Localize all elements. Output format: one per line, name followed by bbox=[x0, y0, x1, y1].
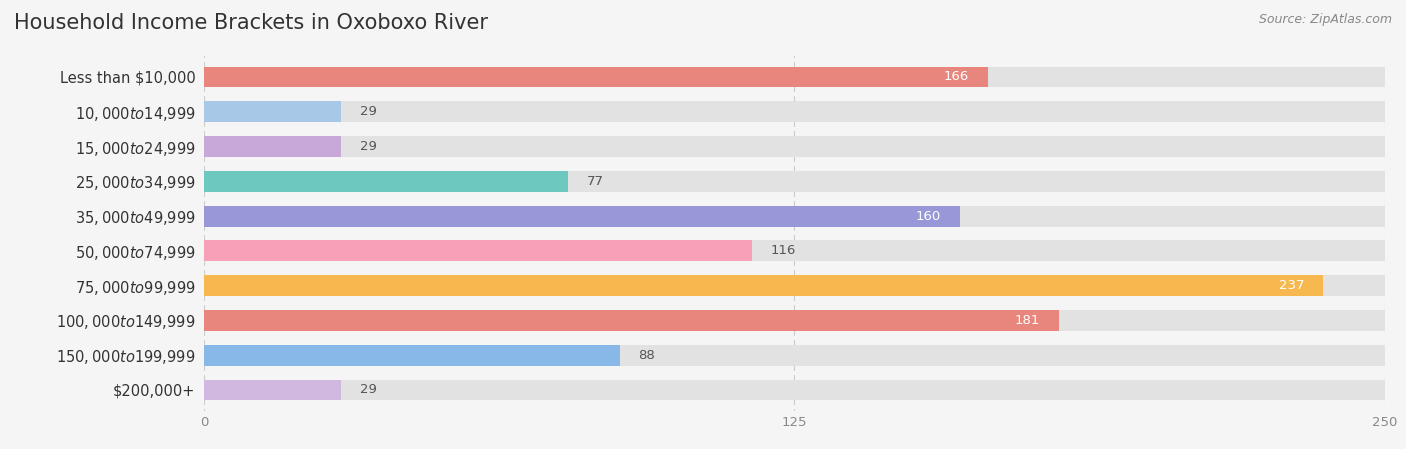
Text: 77: 77 bbox=[586, 175, 603, 188]
Text: 29: 29 bbox=[360, 140, 377, 153]
Text: 166: 166 bbox=[943, 70, 969, 84]
Bar bbox=[204, 66, 988, 88]
Text: 88: 88 bbox=[638, 349, 655, 362]
Bar bbox=[204, 171, 1385, 192]
Bar bbox=[204, 310, 1059, 331]
Bar bbox=[204, 66, 1385, 88]
Text: 160: 160 bbox=[915, 210, 941, 223]
Bar bbox=[204, 206, 1385, 227]
Bar bbox=[204, 345, 1385, 365]
Bar bbox=[204, 379, 1385, 401]
Bar bbox=[204, 206, 960, 227]
Bar bbox=[204, 310, 1385, 331]
Text: 181: 181 bbox=[1015, 314, 1040, 327]
Bar bbox=[204, 101, 340, 122]
Text: 116: 116 bbox=[770, 244, 796, 257]
Bar bbox=[204, 171, 568, 192]
Bar bbox=[204, 345, 620, 365]
Bar bbox=[204, 240, 1385, 261]
Text: 29: 29 bbox=[360, 105, 377, 118]
Bar bbox=[204, 275, 1385, 296]
Bar bbox=[204, 136, 1385, 157]
Text: 237: 237 bbox=[1279, 279, 1305, 292]
Text: 29: 29 bbox=[360, 383, 377, 396]
Bar bbox=[204, 240, 752, 261]
Text: Source: ZipAtlas.com: Source: ZipAtlas.com bbox=[1258, 13, 1392, 26]
Bar bbox=[204, 101, 1385, 122]
Bar bbox=[204, 136, 340, 157]
Bar bbox=[204, 275, 1323, 296]
Bar bbox=[204, 379, 340, 401]
Text: Household Income Brackets in Oxoboxo River: Household Income Brackets in Oxoboxo Riv… bbox=[14, 13, 488, 34]
